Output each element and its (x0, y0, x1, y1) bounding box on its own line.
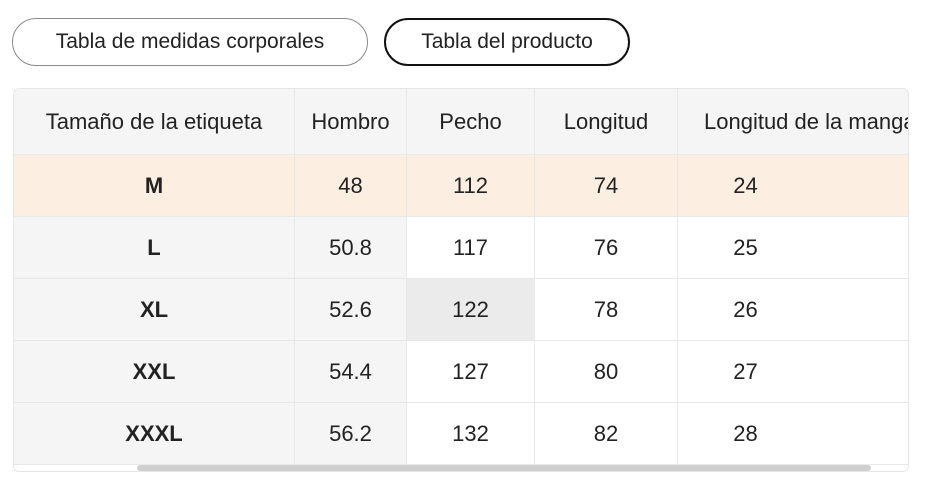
header-length: Longitud (535, 89, 678, 155)
size-cell: XXXL (14, 403, 295, 465)
shoulder-cell: 50.8 (295, 217, 407, 279)
shoulder-cell: 56.2 (295, 403, 407, 465)
sleeve-length-cell: 28 (678, 403, 908, 465)
table-row: XXXL 56.2 132 82 28 (14, 403, 908, 465)
chest-cell: 112 (407, 155, 535, 217)
tab-product-measurements[interactable]: Tabla del producto (384, 18, 630, 66)
table-row: XL 52.6 122 78 26 (14, 279, 908, 341)
size-cell: XL (14, 279, 295, 341)
sleeve-length-cell: 27 (678, 341, 908, 403)
size-table[interactable]: Tamaño de la etiqueta Hombro Pecho Longi… (13, 88, 909, 472)
shoulder-cell: 48 (295, 155, 407, 217)
length-cell: 82 (535, 403, 678, 465)
header-shoulder: Hombro (295, 89, 407, 155)
size-cell: L (14, 217, 295, 279)
header-sleeve-length: Longitud de la manga (678, 89, 908, 155)
table-row: L 50.8 117 76 25 (14, 217, 908, 279)
shoulder-cell: 52.6 (295, 279, 407, 341)
size-cell: XXL (14, 341, 295, 403)
size-cell: M (14, 155, 295, 217)
chest-cell: 127 (407, 341, 535, 403)
length-cell: 74 (535, 155, 678, 217)
header-label-size: Tamaño de la etiqueta (14, 89, 295, 155)
chest-cell: 117 (407, 217, 535, 279)
sleeve-length-cell: 25 (678, 217, 908, 279)
header-chest: Pecho (407, 89, 535, 155)
table-header-row: Tamaño de la etiqueta Hombro Pecho Longi… (14, 89, 908, 155)
shoulder-cell: 54.4 (295, 341, 407, 403)
length-cell: 80 (535, 341, 678, 403)
sleeve-length-cell: 26 (678, 279, 908, 341)
horizontal-scrollbar[interactable] (137, 465, 871, 471)
tab-body-measurements[interactable]: Tabla de medidas corporales (12, 18, 368, 66)
chest-cell: 122 (407, 279, 535, 341)
length-cell: 78 (535, 279, 678, 341)
table-row: M 48 112 74 24 (14, 155, 908, 217)
sleeve-length-cell: 24 (678, 155, 908, 217)
length-cell: 76 (535, 217, 678, 279)
table-row: XXL 54.4 127 80 27 (14, 341, 908, 403)
chest-cell: 132 (407, 403, 535, 465)
